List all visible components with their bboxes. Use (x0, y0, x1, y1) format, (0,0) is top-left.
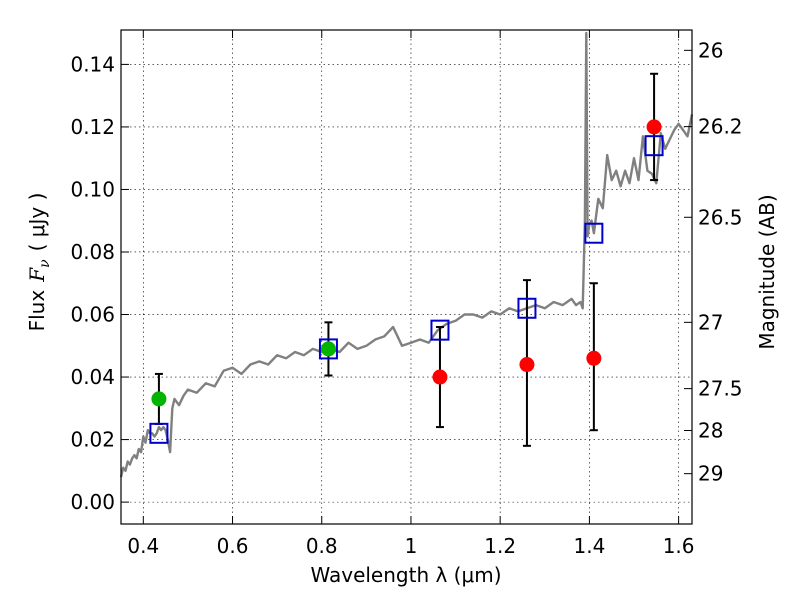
y-axis-ticks: 0.00 0.02 0.04 0.06 0.08 0.10 0.12 0.14 (70, 52, 129, 514)
circle-marker (432, 369, 448, 385)
model-spectrum (119, 31, 694, 478)
y-tick-label: 0.08 (70, 240, 115, 264)
x-tick-label: 1.6 (663, 534, 695, 558)
circle-marker (586, 350, 602, 366)
y-tick-label: 0.06 (70, 303, 115, 327)
right-tick-label: 27.5 (698, 377, 743, 401)
data-markers (149, 119, 664, 444)
circle-marker (519, 357, 535, 373)
plot-frame (120, 29, 693, 525)
spectrum-line (119, 31, 694, 478)
y-tick-label: 0.04 (70, 365, 115, 389)
x-axis-title: Wavelength λ (μm) (310, 563, 501, 587)
circle-marker (646, 119, 662, 135)
y-tick-label: 0.14 (70, 52, 115, 76)
square-marker (149, 422, 169, 444)
y-axis-title-units: ( μJy ) (25, 193, 49, 252)
x-tick-label: 1 (405, 534, 418, 558)
square-marker (644, 135, 664, 157)
right-tick-label: 28 (698, 419, 723, 443)
y-axis-title-subscript: ν (37, 259, 53, 268)
y-axis-title-text: Flux (25, 290, 49, 332)
y-tick-label: 0.10 (70, 177, 115, 201)
right-tick-label: 26 (698, 38, 723, 62)
y-tick-label: 0.00 (70, 490, 115, 514)
square-marker (430, 319, 450, 341)
y-axis-title: Flux Fν ( μJy ) (25, 193, 53, 332)
right-tick-label: 27 (698, 310, 723, 334)
x-tick-label: 0.6 (217, 534, 249, 558)
right-axis-ticks: 26 26.2 26.5 27 27.5 28 29 (684, 38, 743, 486)
x-axis-ticks: 0.4 0.6 0.8 1 1.2 1.4 1.6 (127, 30, 695, 558)
x-tick-label: 0.8 (306, 534, 338, 558)
right-axis-title: Magnitude (AB) (755, 194, 779, 349)
square-marker (584, 222, 604, 244)
right-tick-label: 26.2 (698, 115, 743, 139)
y-tick-label: 0.02 (70, 428, 115, 452)
square-marker (517, 297, 537, 319)
x-tick-label: 1.2 (484, 534, 516, 558)
x-tick-label: 0.4 (127, 534, 159, 558)
right-tick-label: 29 (698, 462, 723, 486)
circle-marker (151, 391, 167, 407)
y-axis-title-symbol: F (25, 267, 49, 283)
error-bars (154, 72, 659, 447)
right-tick-label: 26.5 (698, 205, 743, 229)
grid-lines (121, 30, 692, 524)
circle-marker (320, 341, 336, 357)
x-tick-label: 1.4 (573, 534, 605, 558)
square-marker (318, 338, 338, 360)
y-tick-label: 0.12 (70, 115, 115, 139)
